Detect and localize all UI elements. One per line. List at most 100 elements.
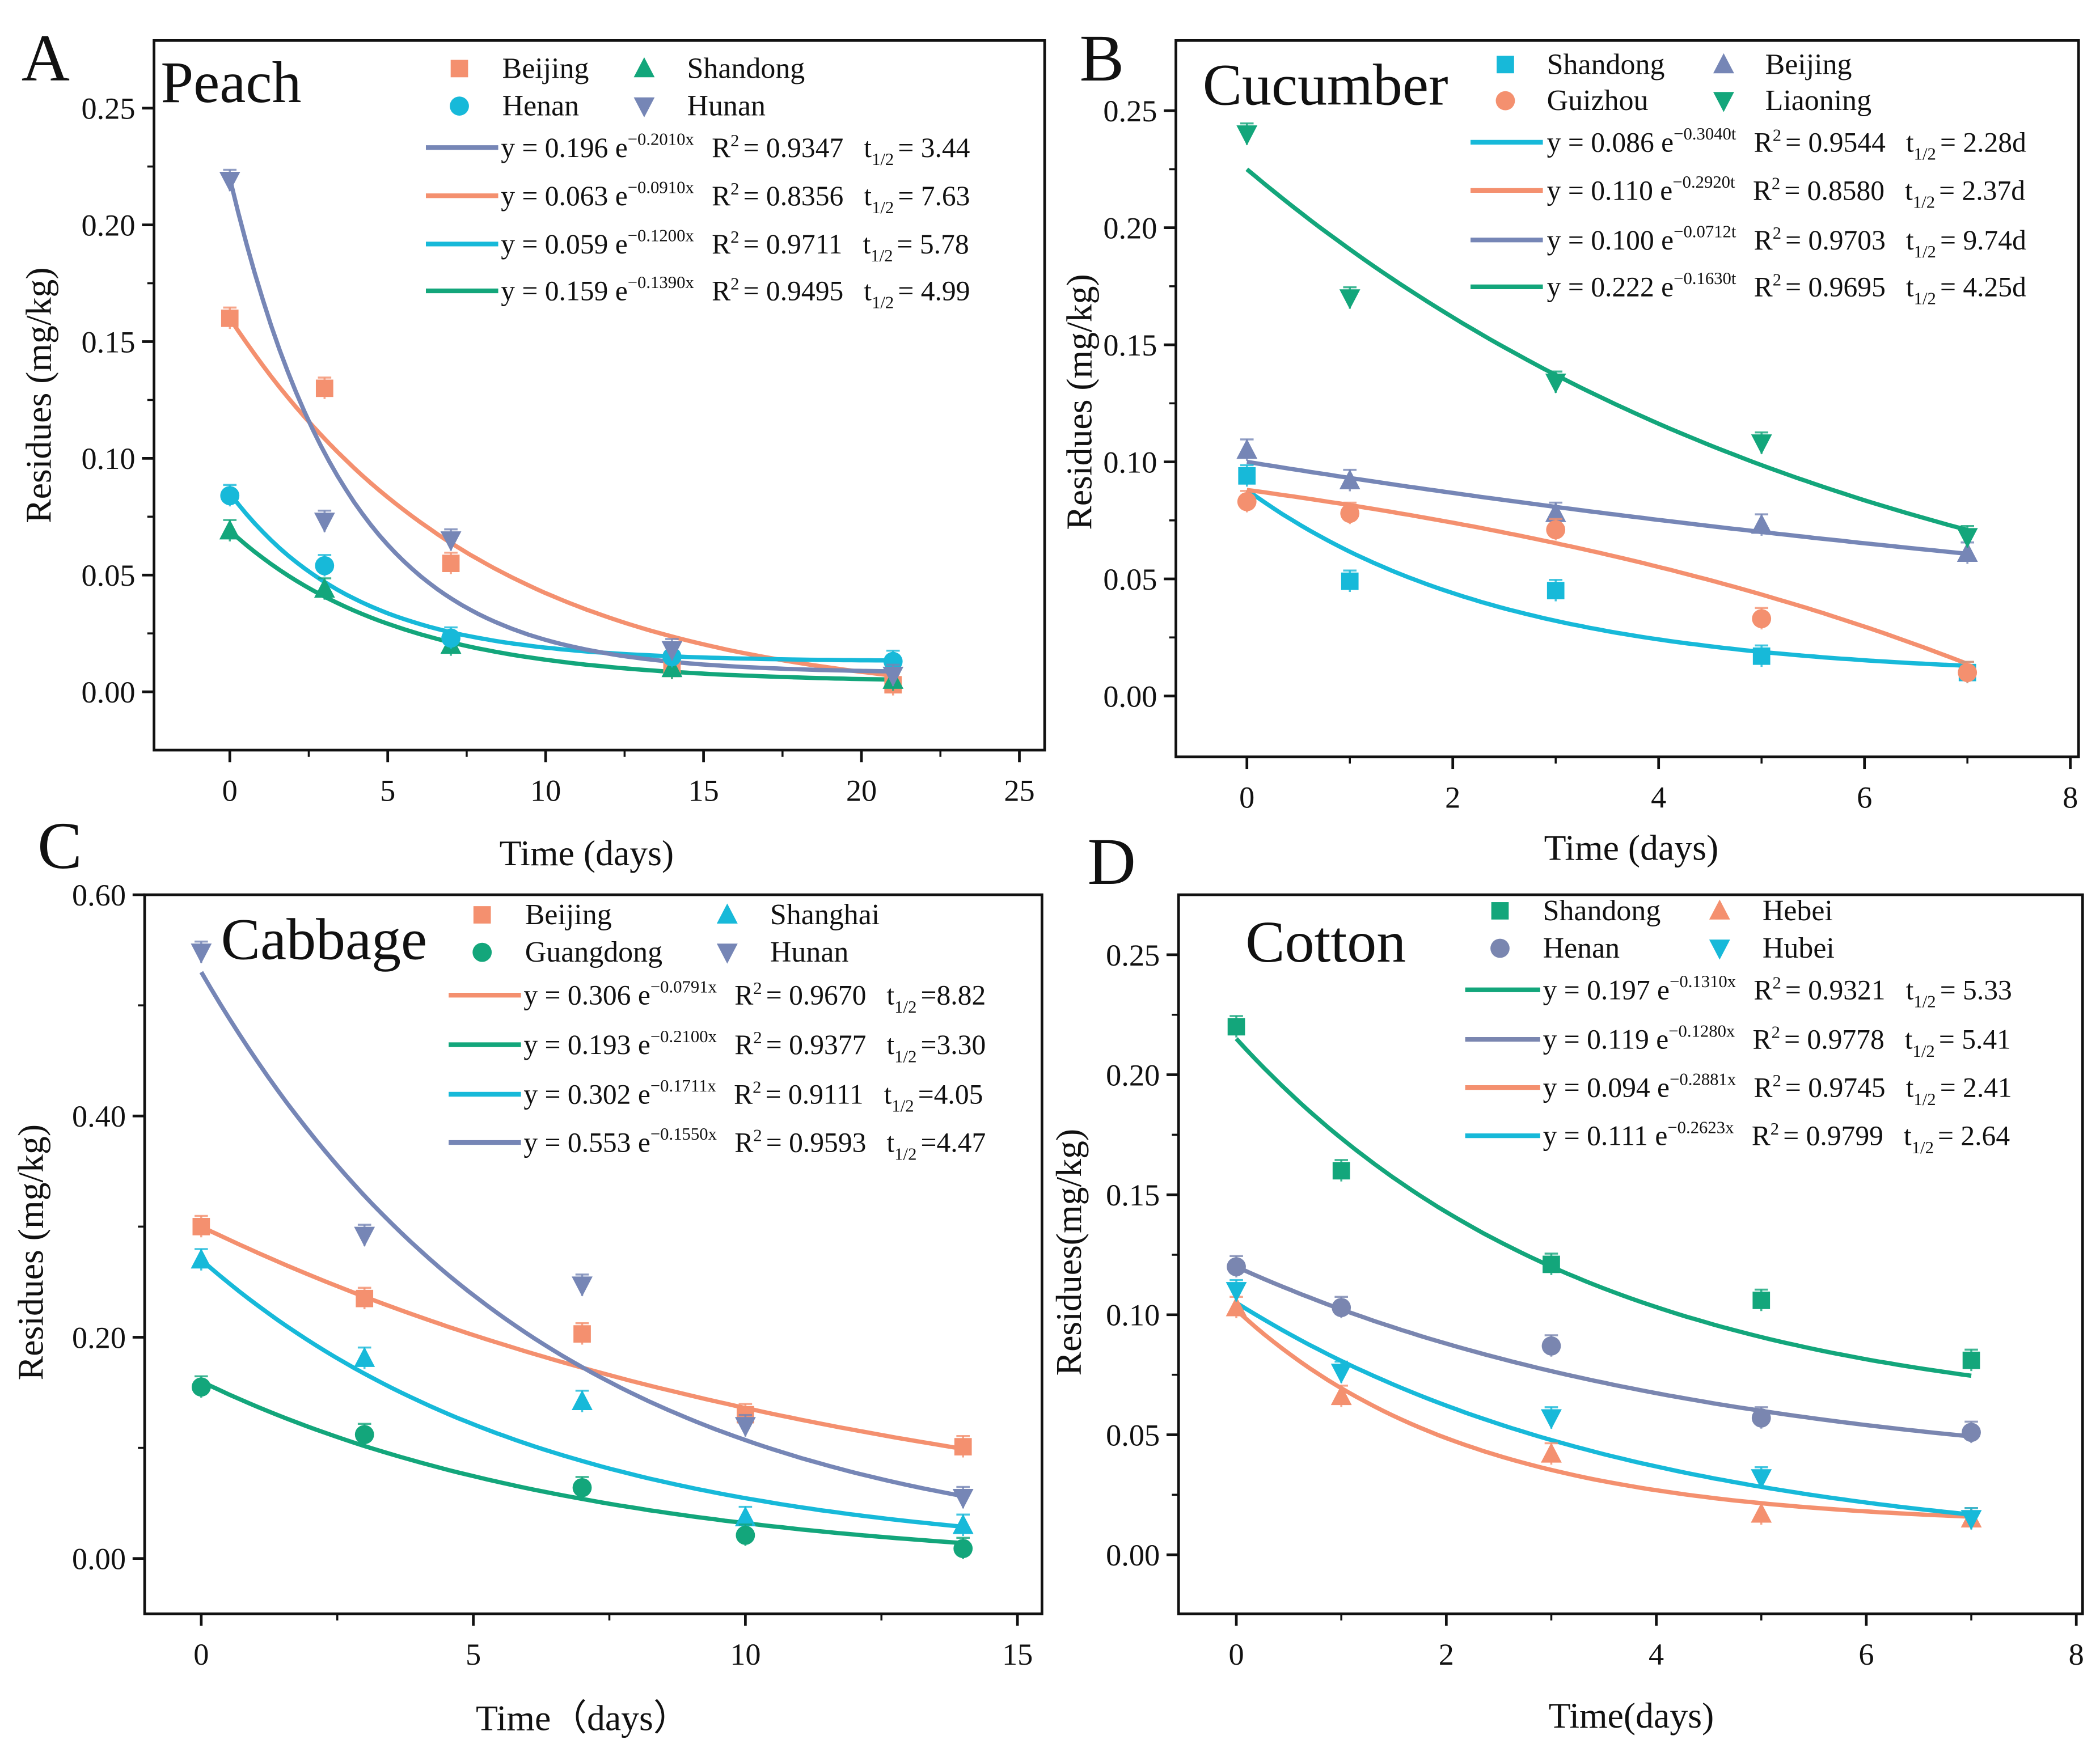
r2-superscript: 2 bbox=[1772, 973, 1781, 992]
x-tick-label: 6 bbox=[1857, 781, 1872, 815]
half-life-symbol: t bbox=[857, 180, 872, 211]
fit-equation: y = 0.063 e−0.0910x R2 = 0.8356 t1/2 = 7.6… bbox=[501, 178, 970, 217]
legend-label: Henan bbox=[502, 90, 580, 122]
fit-curve-hubei bbox=[1235, 1301, 1972, 1517]
y-tick-label: 0.15 bbox=[1103, 328, 1157, 362]
r2-symbol: R bbox=[728, 1127, 753, 1158]
equation-base: y = 0.063 e bbox=[501, 180, 627, 211]
data-point-hunan bbox=[219, 172, 240, 192]
legend-label: Beijing bbox=[502, 52, 589, 84]
data-point-henan bbox=[883, 651, 903, 671]
half-life-value: = 7.63 bbox=[898, 180, 970, 211]
r2-symbol: R bbox=[705, 228, 730, 260]
x-tick-label: 0 bbox=[1239, 781, 1254, 815]
y-tick-label: 0.15 bbox=[81, 325, 135, 359]
r2-superscript: 2 bbox=[1773, 270, 1781, 290]
half-life-symbol: t bbox=[1899, 225, 1914, 256]
legend-marker-triangle-up-icon bbox=[633, 57, 655, 78]
r2-value: = 0.9495 bbox=[743, 276, 844, 307]
data-point-shanghai bbox=[572, 1390, 593, 1410]
r2-symbol: R bbox=[705, 276, 730, 307]
panel-d: 0 2 4 6 8 0.00 0.05 0.10 0.15 0.20 0.25 Time(days) R… bbox=[1049, 824, 2084, 1736]
data-point-hunan bbox=[354, 1226, 375, 1247]
r2-superscript: 2 bbox=[1773, 223, 1781, 243]
fit-legend-item: y = 0.063 e−0.0910x R2 = 0.8356 t1/2 = 7.6… bbox=[425, 178, 970, 217]
r2-symbol: R bbox=[705, 132, 730, 163]
y-tick-label: 0.00 bbox=[72, 1542, 126, 1576]
fit-equation: y = 0.302 e−0.1711x R2 = 0.9111 t1/2 =4.05 bbox=[523, 1076, 983, 1115]
data-point-shandong bbox=[219, 519, 240, 540]
fit-legend-item: y = 0.196 e−0.2010x R2 = 0.9347 t1/2 = 3.4… bbox=[425, 130, 970, 169]
data-point-henan bbox=[441, 628, 460, 648]
half-life-value: =4.47 bbox=[921, 1127, 986, 1158]
data-point-hubei bbox=[1541, 1409, 1562, 1429]
fit-curve-henan bbox=[1235, 1264, 1972, 1439]
fit-equation: y = 0.110 e−0.2920t R2 = 0.8580 t1/2 = 2.3… bbox=[1547, 172, 2026, 211]
legend-label: Shanghai bbox=[770, 899, 880, 931]
fit-legend-item: y = 0.059 e−0.1200x R2 = 0.9711 t1/2 = 5.7… bbox=[425, 226, 969, 265]
data-point-guizhou bbox=[1340, 503, 1360, 523]
half-life-value: =3.30 bbox=[921, 1029, 986, 1060]
legend-marker-square-icon bbox=[1491, 902, 1509, 920]
half-life-symbol: t bbox=[1899, 1072, 1913, 1103]
half-life-value: = 4.25d bbox=[1940, 271, 2026, 302]
legend-marker-triangle-down-icon bbox=[1709, 940, 1730, 960]
r2-symbol: R bbox=[1746, 1024, 1771, 1055]
panel-title: Cotton bbox=[1245, 909, 1406, 975]
y-tick-label: 0.25 bbox=[1106, 938, 1160, 972]
data-point-hunan bbox=[734, 1417, 756, 1437]
x-tick-label: 4 bbox=[1649, 1637, 1664, 1671]
fit-equation: y = 0.306 e−0.0791x R2 = 0.9670 t1/2 =8.82 bbox=[523, 977, 986, 1016]
fit-equation: y = 0.111 e−0.2623x R2 = 0.9799 t1/2 = 2.6… bbox=[1543, 1118, 2010, 1157]
half-life-value: = 2.41 bbox=[1940, 1072, 2012, 1103]
fit-equation: y = 0.222 e−0.1630t R2 = 0.9695 t1/2 = 4.2… bbox=[1547, 269, 2026, 308]
equation-base: y = 0.094 e bbox=[1543, 1072, 1670, 1103]
fit-equation: y = 0.100 e−0.0712t R2 = 0.9703 t1/2 = 9.7… bbox=[1547, 222, 2026, 261]
panel-c: 0 5 10 15 0.00 0.20 0.40 0.60 Time（days） Residues… bbox=[11, 809, 1043, 1738]
equation-exponent: −0.1711x bbox=[650, 1076, 716, 1095]
panel-title: Cucumber bbox=[1203, 53, 1448, 118]
data-point-shanghai bbox=[354, 1347, 375, 1367]
r2-symbol: R bbox=[1744, 1120, 1770, 1152]
data-point-guizhou bbox=[1752, 609, 1772, 629]
half-life-value: = 9.74d bbox=[1940, 225, 2026, 256]
r2-symbol: R bbox=[1747, 271, 1772, 302]
r2-symbol: R bbox=[1747, 974, 1772, 1005]
r2-superscript: 2 bbox=[753, 979, 762, 998]
legend-item-liaoning: Liaoning bbox=[1713, 84, 1871, 117]
fit-equation: y = 0.159 e−0.1390x R2 = 0.9495 t1/2 = 4.9… bbox=[501, 273, 970, 312]
fit-legend-item: y = 0.159 e−0.1390x R2 = 0.9495 t1/2 = 4.9… bbox=[425, 273, 970, 312]
fit-equation: y = 0.086 e−0.3040t R2 = 0.9544 t1/2 = 2.2… bbox=[1547, 124, 2026, 163]
data-point-hunan bbox=[572, 1276, 593, 1297]
equation-base: y = 0.111 e bbox=[1543, 1120, 1668, 1152]
r2-superscript: 2 bbox=[1773, 125, 1781, 145]
half-life-subscript: 1/2 bbox=[1914, 289, 1936, 308]
half-life-subscript: 1/2 bbox=[1914, 242, 1936, 261]
x-tick-label: 0 bbox=[222, 774, 238, 808]
equation-exponent: −0.0791x bbox=[650, 977, 717, 996]
data-point-shandong bbox=[1547, 582, 1565, 600]
data-point-beijing bbox=[1957, 541, 1978, 562]
r2-value: = 0.8580 bbox=[1784, 175, 1884, 206]
legend-label: Beijing bbox=[525, 899, 612, 931]
x-tick-label: 25 bbox=[1004, 774, 1034, 808]
legend-label: Hubei bbox=[1763, 932, 1835, 964]
data-point-shandong bbox=[1227, 1018, 1245, 1036]
r2-superscript: 2 bbox=[753, 1078, 761, 1097]
half-life-symbol: t bbox=[857, 276, 872, 307]
y-axis-label: Residues(mg/kg) bbox=[1049, 1129, 1089, 1376]
data-point-shanghai bbox=[734, 1506, 756, 1526]
half-life-symbol: t bbox=[856, 228, 871, 260]
data-point-hunan bbox=[440, 531, 462, 552]
r2-symbol: R bbox=[1747, 126, 1772, 158]
y-axis-label: Residues (mg/kg) bbox=[11, 1124, 51, 1381]
x-axis-label: Time（days） bbox=[476, 1698, 690, 1738]
equation-base: y = 0.222 e bbox=[1547, 271, 1674, 302]
x-tick-label: 5 bbox=[380, 774, 395, 808]
fit-legend-item: y = 0.100 e−0.0712t R2 = 0.9703 t1/2 = 9.7… bbox=[1471, 222, 2026, 261]
data-point-shandong bbox=[1752, 1292, 1771, 1309]
equation-exponent: −0.2881x bbox=[1670, 1069, 1736, 1089]
half-life-value: =8.82 bbox=[921, 980, 986, 1011]
fit-legend-item: y = 0.222 e−0.1630t R2 = 0.9695 t1/2 = 4.2… bbox=[1471, 269, 2026, 308]
